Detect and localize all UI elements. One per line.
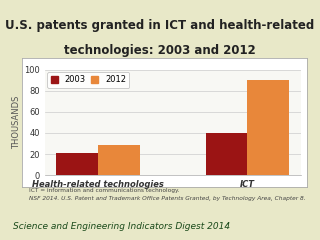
- Text: technologies: 2003 and 2012: technologies: 2003 and 2012: [64, 44, 256, 57]
- Bar: [206, 133, 247, 175]
- Bar: [247, 80, 289, 175]
- Bar: [56, 153, 98, 175]
- Legend: 2003, 2012: 2003, 2012: [47, 72, 129, 88]
- Text: NSF 2014. U.S. Patent and Trademark Office Patents Granted, by Technology Area, : NSF 2014. U.S. Patent and Trademark Offi…: [29, 196, 305, 201]
- Text: Science and Engineering Indicators Digest 2014: Science and Engineering Indicators Diges…: [13, 222, 230, 231]
- Y-axis label: THOUSANDS: THOUSANDS: [12, 96, 21, 149]
- Text: ICT = information and communications technology.: ICT = information and communications tec…: [29, 188, 179, 193]
- Bar: [98, 144, 140, 175]
- Text: U.S. patents granted in ICT and health-related: U.S. patents granted in ICT and health-r…: [5, 19, 315, 32]
